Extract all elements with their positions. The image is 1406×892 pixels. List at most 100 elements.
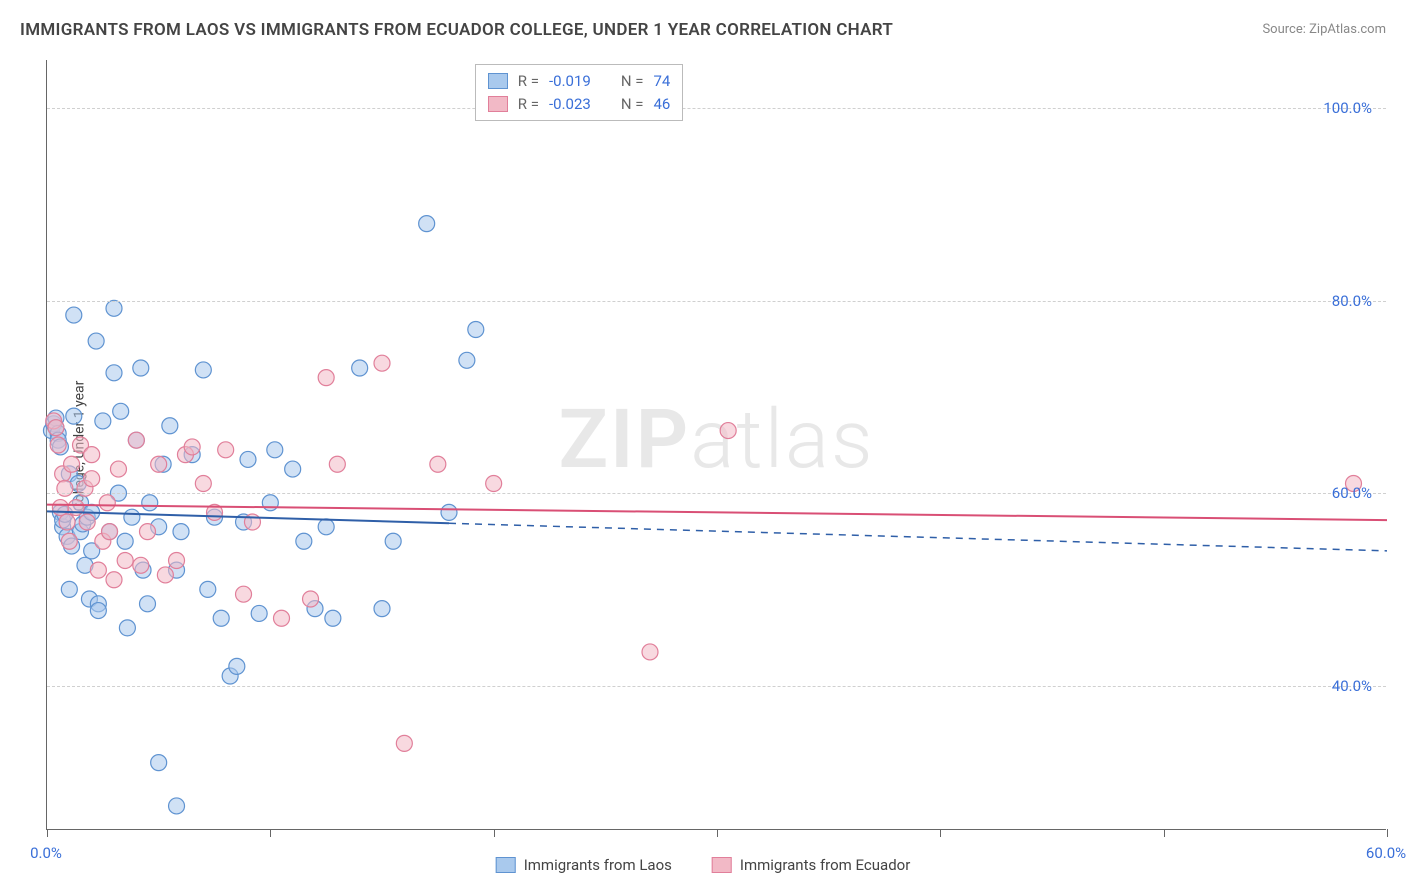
data-point (50, 437, 66, 453)
x-tick (717, 829, 718, 837)
plot-area: ZIPatlas 40.0%60.0%80.0%100.0% (46, 60, 1386, 830)
data-point (66, 408, 82, 424)
data-point (84, 471, 100, 487)
data-point (151, 456, 167, 472)
y-tick-label: 80.0% (1332, 292, 1372, 310)
data-point (169, 798, 185, 814)
data-point (66, 307, 82, 323)
data-point (119, 620, 135, 636)
n-label: N = (621, 93, 644, 116)
legend-swatch (712, 857, 732, 873)
data-point (318, 370, 334, 386)
data-point (110, 461, 126, 477)
data-point (430, 456, 446, 472)
data-point (90, 562, 106, 578)
data-point (396, 735, 412, 751)
data-point (99, 495, 115, 511)
data-point (325, 610, 341, 626)
data-point (142, 495, 158, 511)
data-point (262, 495, 278, 511)
x-tick (270, 829, 271, 837)
data-point (140, 596, 156, 612)
data-point (240, 451, 256, 467)
y-tick-label: 60.0% (1332, 484, 1372, 502)
legend-item: Immigrants from Laos (496, 856, 672, 874)
x-tick-label: 60.0% (1366, 844, 1406, 862)
legend-label: Immigrants from Laos (524, 856, 672, 874)
data-point (285, 461, 301, 477)
data-point (195, 362, 211, 378)
n-value: 46 (653, 93, 670, 116)
data-point (106, 365, 122, 381)
data-point (48, 420, 64, 436)
y-tick-label: 40.0% (1332, 677, 1372, 695)
x-tick (494, 829, 495, 837)
data-point (229, 658, 245, 674)
y-tick-label: 100.0% (1323, 99, 1372, 117)
data-point (267, 442, 283, 458)
data-point (117, 533, 133, 549)
source-attribution: Source: ZipAtlas.com (1262, 22, 1386, 37)
chart-svg (47, 60, 1386, 829)
data-point (441, 504, 457, 520)
data-point (374, 355, 390, 371)
data-point (128, 432, 144, 448)
data-point (468, 322, 484, 338)
data-point (113, 403, 129, 419)
data-point (90, 603, 106, 619)
legend-swatch (488, 73, 508, 89)
data-point (200, 581, 216, 597)
data-point (59, 514, 75, 530)
data-point (213, 610, 229, 626)
data-point (296, 533, 312, 549)
data-point (385, 533, 401, 549)
data-point (352, 360, 368, 376)
data-point (61, 533, 77, 549)
x-tick-label: 0.0% (30, 844, 62, 862)
data-point (251, 605, 267, 621)
data-point (720, 423, 736, 439)
source-link[interactable]: ZipAtlas.com (1309, 22, 1386, 37)
data-point (79, 514, 95, 530)
regression-line-dashed (449, 523, 1387, 551)
data-point (173, 524, 189, 540)
data-point (61, 581, 77, 597)
data-point (374, 601, 390, 617)
data-point (64, 456, 80, 472)
n-label: N = (621, 70, 644, 93)
data-point (102, 524, 118, 540)
data-point (162, 418, 178, 434)
gridline-h (47, 301, 1386, 302)
correlation-legend-row: R =-0.019N =74 (488, 70, 671, 93)
data-point (236, 586, 252, 602)
data-point (318, 519, 334, 535)
n-value: 74 (653, 70, 670, 93)
data-point (169, 553, 185, 569)
data-point (140, 524, 156, 540)
data-point (157, 567, 173, 583)
bottom-legend: Immigrants from Laos Immigrants from Ecua… (496, 856, 911, 874)
data-point (95, 413, 111, 429)
data-point (52, 500, 68, 516)
data-point (218, 442, 234, 458)
legend-item: Immigrants from Ecuador (712, 856, 910, 874)
x-tick (47, 829, 48, 837)
data-point (88, 333, 104, 349)
chart-title: IMMIGRANTS FROM LAOS VS IMMIGRANTS FROM … (20, 20, 893, 40)
r-value: -0.023 (549, 93, 591, 116)
data-point (486, 476, 502, 492)
r-label: R = (518, 70, 539, 93)
source-label: Source: (1262, 22, 1305, 37)
correlation-legend-row: R =-0.023N =46 (488, 93, 671, 116)
data-point (133, 360, 149, 376)
data-point (642, 644, 658, 660)
data-point (195, 476, 211, 492)
x-tick (1387, 829, 1388, 837)
data-point (303, 591, 319, 607)
gridline-h (47, 686, 1386, 687)
data-point (84, 447, 100, 463)
x-tick (940, 829, 941, 837)
gridline-h (47, 108, 1386, 109)
data-point (106, 572, 122, 588)
correlation-legend: R =-0.019N =74R =-0.023N =46 (475, 64, 684, 121)
